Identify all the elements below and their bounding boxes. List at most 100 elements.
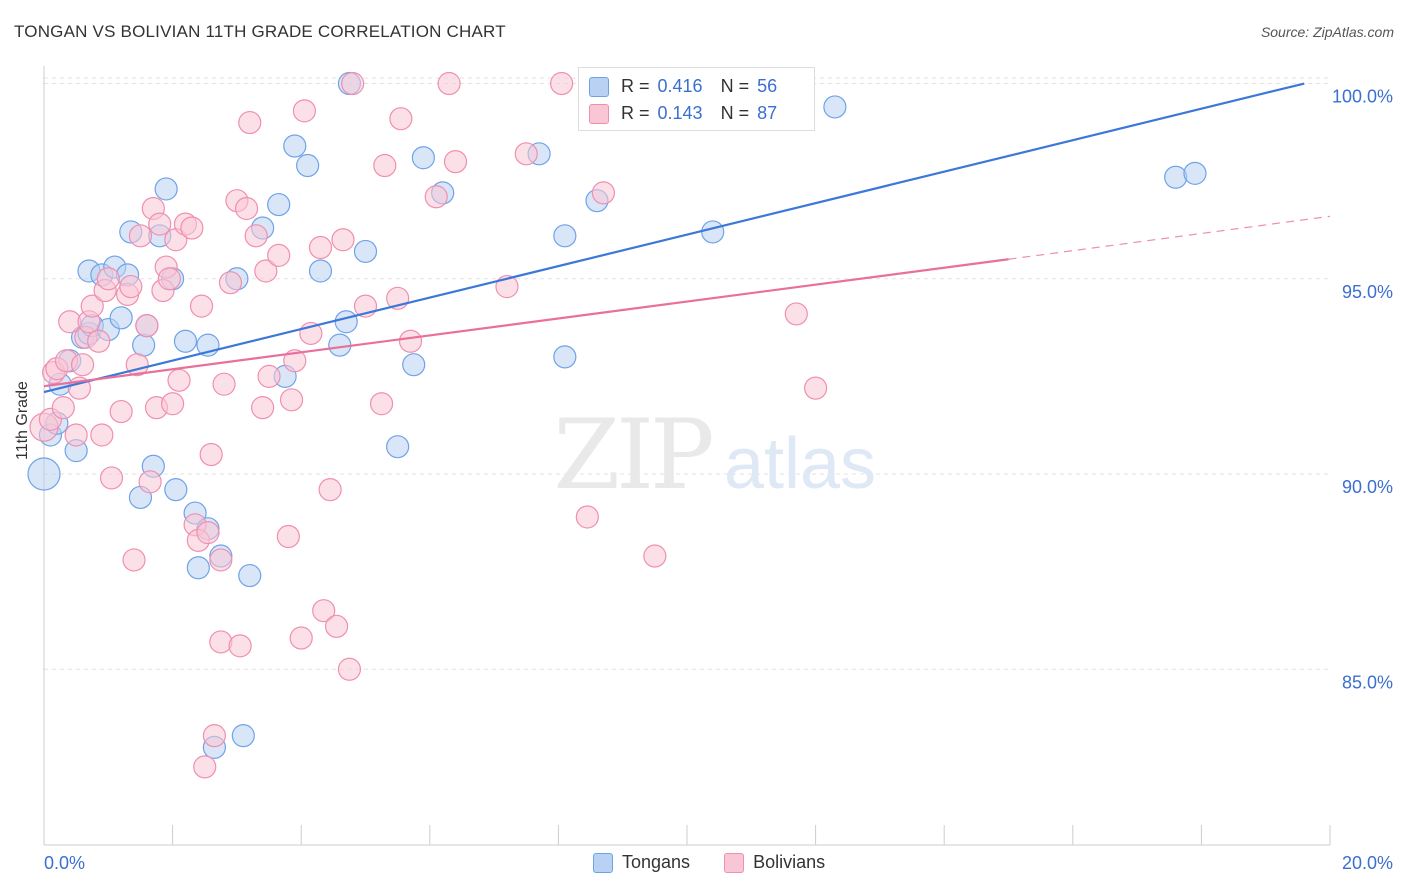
scatter-point-bolivians <box>99 466 124 490</box>
scatter-point-bolivians <box>257 364 281 388</box>
scatter-point-bolivians <box>218 271 243 295</box>
watermark-atlas: atlas <box>724 424 876 504</box>
scatter-point-bolivians <box>398 329 423 353</box>
scatter-point-tongans <box>1183 161 1207 185</box>
scatter-point-bolivians <box>251 396 275 420</box>
scatter-point-bolivians <box>424 185 448 209</box>
scatter-point-bolivians <box>209 630 233 654</box>
tongans-swatch <box>589 76 609 97</box>
trend-lines <box>43 82 1331 394</box>
scatter-point-bolivians <box>238 110 262 135</box>
x-tick-label: 0.0% <box>44 853 85 873</box>
scatter-point-bolivians <box>283 349 307 373</box>
watermark: ZIP atlas <box>553 399 876 511</box>
scatter-point-bolivians <box>96 267 120 291</box>
scatter-point-bolivians <box>122 548 146 572</box>
scatter-point-tongans <box>1164 165 1188 189</box>
scatter-point-bolivians <box>70 353 95 377</box>
scatter-point-bolivians <box>64 423 88 447</box>
scatter-point-tongans <box>154 177 178 201</box>
scatter-point-tongans <box>386 435 410 459</box>
scatter-point-bolivians <box>212 372 236 396</box>
legend-label-bolivians: Bolivians <box>753 852 826 872</box>
scatter-point-bolivians <box>135 314 159 338</box>
scatter-point-bolivians <box>87 329 111 353</box>
scatter-point-bolivians <box>784 302 808 326</box>
scatter-point-bolivians <box>318 478 342 502</box>
scatter-point-tongans <box>173 329 198 353</box>
bolivians-legend-swatch <box>724 852 745 873</box>
scatter-point-bolivians <box>202 724 226 748</box>
scatter-point-bolivians <box>591 181 616 205</box>
y-axis-label: 11th Grade <box>14 381 31 460</box>
grid-lines <box>44 77 1330 670</box>
stats-row-tongans: R = 0.416 N = 56 <box>589 76 777 97</box>
scatter-point-bolivians <box>267 243 291 267</box>
r-value: 0.416 <box>657 76 703 96</box>
scatter-point-bolivians <box>514 142 538 166</box>
y-tick-label: 90.0% <box>1342 477 1393 497</box>
scatter-point-bolivians <box>308 235 333 260</box>
scatter-point-bolivians <box>80 294 104 318</box>
scatter-point-tongans <box>132 333 156 357</box>
scatter-point-bolivians <box>643 544 667 568</box>
scatter-point-bolivians <box>369 392 394 416</box>
legend-label-tongans: Tongans <box>622 852 691 872</box>
scatter-point-tongans <box>186 556 210 580</box>
scatter-point-bolivians <box>90 423 114 447</box>
watermark-zip: ZIP <box>553 399 712 511</box>
scatter-point-tongans <box>334 310 358 334</box>
scatter-point-bolivians <box>196 520 220 545</box>
scatter-point-tongans <box>164 478 188 502</box>
scatter-point-tongans <box>27 457 61 491</box>
scatter-point-bolivians <box>289 626 313 650</box>
stats-legend: R = 0.416 N = 56 R = 0.143 N = 87 <box>578 67 815 131</box>
bolivians-swatch <box>589 103 609 124</box>
scatter-point-bolivians <box>128 224 153 248</box>
scatter-point-tongans <box>296 153 320 178</box>
scatter-point-tongans <box>283 134 307 158</box>
scatter-point-bolivians <box>199 442 223 467</box>
r-label: R = <box>621 76 650 96</box>
data-points <box>27 71 1207 779</box>
scatter-point-bolivians <box>244 224 268 248</box>
scatter-point-tongans <box>553 345 577 369</box>
trend-extension-bolivians <box>1008 215 1331 260</box>
y-tick-label: 85.0% <box>1342 672 1393 692</box>
series-legend: Tongans Bolivians <box>593 852 825 873</box>
y-tick-label: 95.0% <box>1342 282 1393 302</box>
scatter-point-bolivians <box>324 614 349 638</box>
scatter-point-bolivians <box>803 376 828 400</box>
legend-item-bolivians[interactable]: Bolivians <box>724 852 825 873</box>
n-label: N = <box>720 76 750 96</box>
scatter-point-tongans <box>238 563 262 588</box>
scatter-point-bolivians <box>341 71 365 96</box>
scatter-point-bolivians <box>312 599 336 623</box>
n-value: 56 <box>757 76 778 96</box>
scatter-point-bolivians <box>575 505 599 529</box>
r-value: 0.143 <box>657 103 703 123</box>
scatter-point-bolivians <box>138 470 162 494</box>
scatter-point-tongans <box>823 95 847 119</box>
scatter-point-tongans <box>411 146 435 170</box>
scatter-point-bolivians <box>167 368 191 392</box>
scatter-point-bolivians <box>234 196 259 221</box>
n-value: 87 <box>757 103 778 123</box>
axes <box>43 66 1331 846</box>
scatter-point-bolivians <box>373 153 397 178</box>
scatter-point-bolivians <box>209 548 233 572</box>
scatter-point-tongans <box>553 224 577 248</box>
scatter-point-bolivians <box>550 71 574 96</box>
scatter-point-bolivians <box>389 107 413 131</box>
scatter-point-bolivians <box>189 294 214 318</box>
tick-labels: 100.0% 95.0% 90.0% 85.0% 0.0% 20.0% <box>44 87 1393 873</box>
scatter-point-bolivians <box>51 396 75 420</box>
scatter-point-bolivians <box>148 212 172 236</box>
scatter-point-bolivians <box>437 71 461 96</box>
tongans-legend-swatch <box>593 852 613 873</box>
scatter-point-bolivians <box>228 634 252 658</box>
legend-item-tongans[interactable]: Tongans <box>593 852 690 873</box>
scatter-point-tongans <box>267 192 291 217</box>
source-credit: Source: ZipAtlas.com <box>1260 24 1394 40</box>
